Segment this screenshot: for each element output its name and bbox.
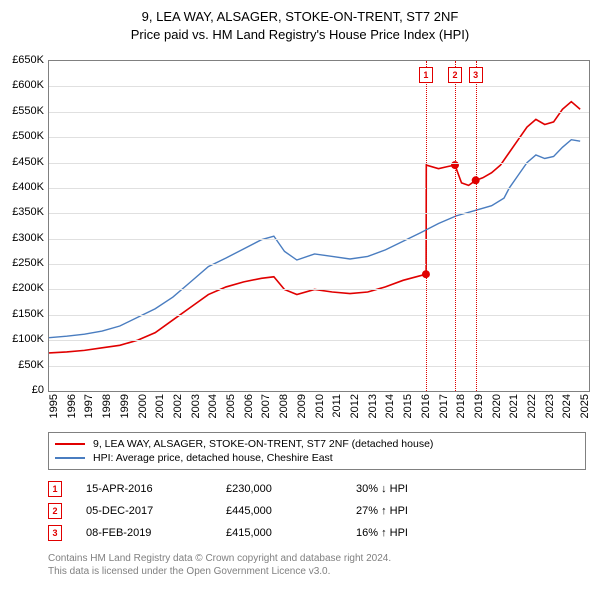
sale-vline: [455, 61, 456, 391]
sale-delta: 27% ↑ HPI: [356, 505, 466, 517]
legend-label: HPI: Average price, detached house, Ches…: [93, 452, 333, 464]
xtick-label: 2017: [438, 394, 450, 434]
ytick-label: £650K: [4, 54, 44, 66]
sale-price: £230,000: [226, 483, 356, 495]
xtick-label: 2025: [579, 394, 591, 434]
ytick-label: £450K: [4, 156, 44, 168]
xtick-label: 2008: [278, 394, 290, 434]
gridline: [49, 112, 589, 113]
gridline: [49, 137, 589, 138]
legend-swatch: [55, 457, 85, 459]
sale-row-marker: 1: [48, 481, 62, 497]
xtick-label: 1998: [101, 394, 113, 434]
title-line2: Price paid vs. HM Land Registry's House …: [0, 26, 600, 44]
ytick-label: £100K: [4, 333, 44, 345]
xtick-label: 2000: [137, 394, 149, 434]
sale-price: £415,000: [226, 527, 356, 539]
footer: Contains HM Land Registry data © Crown c…: [48, 552, 391, 578]
sale-marker-box: 3: [469, 67, 483, 83]
gridline: [49, 289, 589, 290]
ytick-label: £600K: [4, 79, 44, 91]
xtick-label: 1996: [66, 394, 78, 434]
xtick-label: 2011: [331, 394, 343, 434]
xtick-label: 2016: [420, 394, 432, 434]
gridline: [49, 213, 589, 214]
ytick-label: £500K: [4, 130, 44, 142]
legend-swatch: [55, 443, 85, 445]
sale-marker-box: 2: [448, 67, 462, 83]
xtick-label: 2020: [491, 394, 503, 434]
title-line1: 9, LEA WAY, ALSAGER, STOKE-ON-TRENT, ST7…: [0, 8, 600, 26]
sale-price: £445,000: [226, 505, 356, 517]
xtick-label: 2009: [296, 394, 308, 434]
footer-line1: Contains HM Land Registry data © Crown c…: [48, 552, 391, 565]
xtick-label: 2006: [243, 394, 255, 434]
gridline: [49, 86, 589, 87]
legend-item: 9, LEA WAY, ALSAGER, STOKE-ON-TRENT, ST7…: [55, 437, 579, 451]
xtick-label: 2023: [544, 394, 556, 434]
xtick-label: 2003: [190, 394, 202, 434]
legend-item: HPI: Average price, detached house, Ches…: [55, 451, 579, 465]
xtick-label: 2001: [154, 394, 166, 434]
xtick-label: 2019: [473, 394, 485, 434]
gridline: [49, 188, 589, 189]
xtick-label: 2013: [367, 394, 379, 434]
xtick-label: 2014: [384, 394, 396, 434]
sale-row: 2 05-DEC-2017£445,00027% ↑ HPI: [48, 500, 586, 522]
sale-date: 15-APR-2016: [86, 483, 226, 495]
xtick-label: 2005: [225, 394, 237, 434]
ytick-label: £350K: [4, 206, 44, 218]
ytick-label: £550K: [4, 105, 44, 117]
sales-table: 1 15-APR-2016£230,00030% ↓ HPI 2 05-DEC-201…: [48, 478, 586, 544]
sale-row-marker: 3: [48, 525, 62, 541]
footer-line2: This data is licensed under the Open Gov…: [48, 565, 391, 578]
xtick-label: 2004: [207, 394, 219, 434]
xtick-label: 2024: [561, 394, 573, 434]
chart-container: 9, LEA WAY, ALSAGER, STOKE-ON-TRENT, ST7…: [0, 0, 600, 590]
xtick-label: 2021: [508, 394, 520, 434]
sale-vline: [426, 61, 427, 391]
sale-row: 1 15-APR-2016£230,00030% ↓ HPI: [48, 478, 586, 500]
xtick-label: 2015: [402, 394, 414, 434]
sale-row-marker: 2: [48, 503, 62, 519]
xtick-label: 2010: [314, 394, 326, 434]
gridline: [49, 340, 589, 341]
sale-row: 3 08-FEB-2019£415,00016% ↑ HPI: [48, 522, 586, 544]
gridline: [49, 239, 589, 240]
ytick-label: £0: [4, 384, 44, 396]
sale-marker-box: 1: [419, 67, 433, 83]
ytick-label: £200K: [4, 282, 44, 294]
gridline: [49, 163, 589, 164]
sale-delta: 30% ↓ HPI: [356, 483, 466, 495]
ytick-label: £250K: [4, 257, 44, 269]
gridline: [49, 315, 589, 316]
chart-title: 9, LEA WAY, ALSAGER, STOKE-ON-TRENT, ST7…: [0, 0, 600, 44]
xtick-label: 2002: [172, 394, 184, 434]
sale-vline: [476, 61, 477, 391]
sale-delta: 16% ↑ HPI: [356, 527, 466, 539]
ytick-label: £150K: [4, 308, 44, 320]
ytick-label: £400K: [4, 181, 44, 193]
xtick-label: 2012: [349, 394, 361, 434]
xtick-label: 2022: [526, 394, 538, 434]
sale-date: 05-DEC-2017: [86, 505, 226, 517]
xtick-label: 2018: [455, 394, 467, 434]
plot-area: 123: [48, 60, 590, 392]
line-series-svg: [49, 61, 589, 391]
xtick-label: 2007: [260, 394, 272, 434]
ytick-label: £50K: [4, 359, 44, 371]
xtick-label: 1997: [83, 394, 95, 434]
ytick-label: £300K: [4, 232, 44, 244]
legend-label: 9, LEA WAY, ALSAGER, STOKE-ON-TRENT, ST7…: [93, 438, 433, 450]
xtick-label: 1995: [48, 394, 60, 434]
sale-date: 08-FEB-2019: [86, 527, 226, 539]
gridline: [49, 366, 589, 367]
legend: 9, LEA WAY, ALSAGER, STOKE-ON-TRENT, ST7…: [48, 432, 586, 470]
gridline: [49, 264, 589, 265]
xtick-label: 1999: [119, 394, 131, 434]
